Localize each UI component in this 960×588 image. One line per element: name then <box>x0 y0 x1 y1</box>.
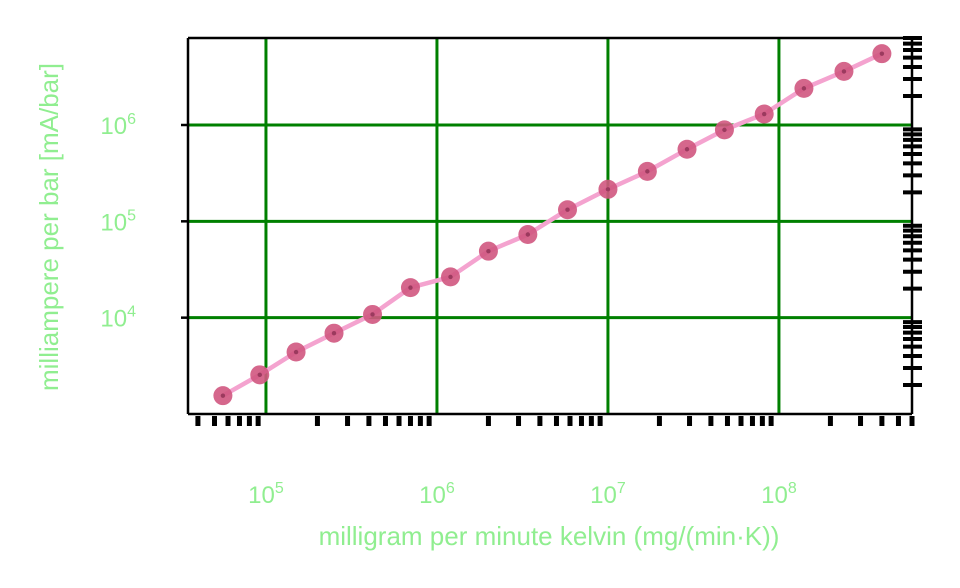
data-point-center <box>684 147 690 152</box>
series-line <box>221 51 883 398</box>
data-point-center <box>448 274 453 280</box>
data-point-center <box>486 248 491 254</box>
y-tick-label: 104 <box>100 304 136 333</box>
data-point-center <box>370 312 375 317</box>
data-point-center <box>879 51 885 56</box>
data-series <box>213 44 892 406</box>
data-point-center <box>645 169 650 174</box>
x-tick-label: 107 <box>590 480 626 509</box>
data-point-center <box>257 372 262 378</box>
data-point-center <box>841 69 847 74</box>
data-point-center <box>801 86 807 91</box>
x-tick-label: 108 <box>761 480 797 509</box>
x-axis-label: milligram per minute kelvin (mg/(min·K)) <box>319 521 780 551</box>
data-point-center <box>722 127 727 133</box>
x-tick-label: 105 <box>248 480 284 509</box>
y-tick-label: 106 <box>100 111 136 140</box>
data-point-center <box>605 187 611 192</box>
data-point-center <box>762 111 767 117</box>
data-point-center <box>525 232 531 237</box>
data-point-center <box>408 285 413 290</box>
x-tick-label: 106 <box>419 480 455 509</box>
data-point-center <box>293 349 299 355</box>
data-point-center <box>331 330 337 336</box>
data-point-center <box>565 207 570 212</box>
data-point-center <box>220 393 226 398</box>
axes <box>181 36 914 416</box>
y-tick-label: 105 <box>100 207 136 236</box>
tick-labels: 105 106 107 108 104 105 106 <box>100 111 796 509</box>
minor-ticks <box>195 36 922 426</box>
y-axis-label: milliampere per bar [mA/bar] <box>34 63 64 391</box>
